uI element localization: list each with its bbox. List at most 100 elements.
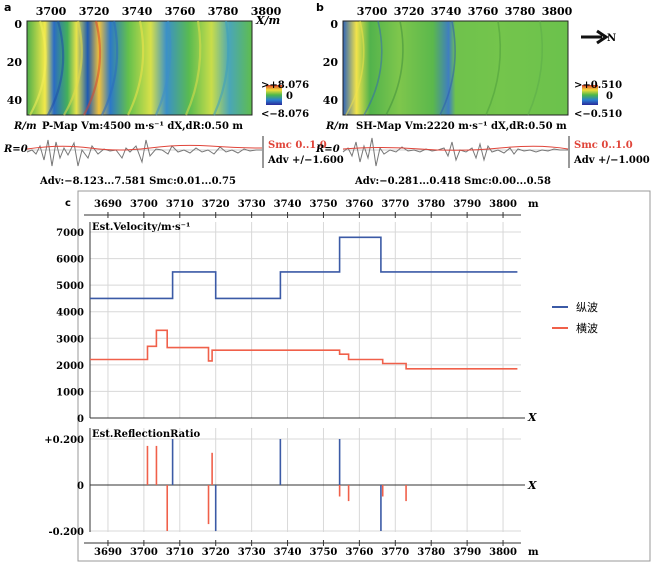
reflection-y-tick-label: -0.200 [49,527,85,538]
sh-smc-trace [342,145,569,151]
x-tick-label: 3700 [130,547,158,558]
x-tick-label: 3730 [238,547,266,558]
chart-legend: 纵波 横波 [552,301,598,335]
velocity-x-unit: m [528,199,539,210]
panel-b-caption: SH-Map Vm:2220 m·s⁻¹ dX,dR:0.50 m [356,121,567,132]
panel-b-stats: Adv:−0.281...0.418 Smc:0.00...0.58 [354,176,551,187]
velocity-y-tick-label: 5000 [56,281,84,292]
reflection-y-tick-label: +0.200 [44,435,84,446]
p-map-stripes [29,20,230,116]
x-tick-label: 3780 [417,199,445,210]
sh-scale-mid: 0 [606,91,613,102]
panel-a-stats: Adv:−8.123...7.581 Smc:0.01...0.75 [39,176,236,187]
panel-b-y-tick: 0 [330,18,338,31]
x-tick-label: 3800 [489,199,517,210]
x-tick-label: 3700 [130,199,158,210]
velocity-grid [90,222,521,419]
north-arrow: N [581,29,616,45]
panel-c-letter: c [65,198,71,209]
x-tick-label: 3710 [166,547,194,558]
velocity-y-tick-label: 1000 [56,387,84,398]
north-label: N [607,33,616,44]
panel-a-r0: R=0 [3,144,28,155]
velocity-y-tick-label: 6000 [56,255,84,266]
sh-map-stripes [345,20,544,116]
p-scale-max: >+8.076 [261,80,309,91]
reflection-bars [146,439,407,531]
panel-a-y-ticks: 0 20 40 [7,18,23,107]
panel-a-x-tick: 3760 [165,5,196,18]
reflection-x-unit: m [528,547,539,558]
north-arrow-icon [596,29,609,45]
panel-a-x-tick: 3780 [208,5,239,18]
velocity-title: Est.Velocity/m·s⁻¹ [92,222,190,233]
x-tick-label: 3720 [202,199,230,210]
x-tick-label: 3750 [310,547,338,558]
reflection-y-tick-label: 0 [77,481,84,492]
s-wave-velocity-line [90,329,518,370]
x-tick-label: 3740 [274,547,302,558]
panel-b-r-label: R/m [325,121,349,132]
velocity-x-axis: 3690 3700 3710 3720 3730 3740 3750 3760 3770 3780… [84,199,521,218]
panel-b-x-tick: 3700 [357,5,388,18]
panel-b-x-tick: 3780 [505,5,536,18]
panel-b-x-tick: 3800 [542,5,573,18]
x-tick-label: 3760 [345,199,373,210]
velocity-y-tick-label: 2000 [56,361,84,372]
x-tick-label: 3800 [489,547,517,558]
p-map-colorbar: >+8.076 0 <−8.076 [261,80,309,120]
panel-a-caption: P-Map Vm:4500 m·s⁻¹ dX,dR:0.50 m [42,121,243,132]
panel-b-x-tick: 3720 [394,5,425,18]
panel-b-r0: R=0 [315,144,340,155]
panel-b-smc: Smc 0..1.0 [574,140,633,151]
reflection-x-axis-letter: X [527,479,537,492]
x-tick-label: 3730 [238,199,266,210]
velocity-y-axis: 0 1000 2000 3000 4000 5000 6000 7000 [56,222,525,425]
x-tick-label: 3770 [381,547,409,558]
reflection-title: Est.ReflectionRatio [92,429,201,440]
panel-a-y-tick: 40 [7,94,23,107]
panel-b-x-tick: 3740 [431,5,462,18]
x-tick-label: 3710 [166,199,194,210]
p-wave-velocity-line [90,236,518,300]
panel-a-smc: Smc 0..1.0 [268,140,327,151]
reflection-x-axis: 3690 3700 3710 3720 3730 3740 3750 3760 3770 3780… [84,540,521,558]
panel-a-adv: Adv +/−1.600 [267,155,344,166]
panel-a-trace [26,136,264,168]
sh-map-colorbar: >+0.510 0 <−0.510 [574,80,622,120]
legend-label-p: 纵波 [576,301,598,314]
panel-a-x-tick: 3720 [79,5,110,18]
velocity-x-axis-letter: X [527,411,537,424]
legend-label-s: 横波 [576,321,598,335]
panel-a-x-tick: 3700 [36,5,67,18]
panel-a-x-tick: 3800 [251,5,282,18]
velocity-y-tick-label: 4000 [56,308,84,319]
panel-b-x-ticks: 3700 3720 3740 3760 3780 3800 [357,5,573,18]
panel-b-y-ticks: 0 20 40 [323,18,339,107]
sh-adv-trace [342,137,568,167]
velocity-series [90,236,518,370]
p-scale-min: <−8.076 [261,109,309,120]
panel-b-y-tick: 40 [323,94,339,107]
panel-a-letter: a [4,1,11,14]
panel-a-r-label: R/m [13,121,37,132]
panel-b-y-tick: 20 [323,56,339,69]
reflection-y-axis: +0.200 0 -0.200 [44,428,525,538]
panel-a-x-ticks: 3700 3720 3740 3760 3780 3800 [36,5,282,18]
sh-scale-min: <−0.510 [574,109,622,120]
x-tick-label: 3750 [310,199,338,210]
x-tick-label: 3740 [274,199,302,210]
sh-scale-max: >+0.510 [574,80,622,91]
velocity-y-tick-label: 0 [77,414,84,425]
panel-a-x-tick: 3740 [122,5,153,18]
x-tick-label: 3760 [345,547,373,558]
x-tick-label: 3780 [417,547,445,558]
panel-c-frame [77,190,651,562]
velocity-y-tick-label: 3000 [56,334,84,345]
p-map-heatmap [26,20,253,116]
p-adv-trace [26,139,262,167]
reflection-grid [90,428,521,532]
x-tick-label: 3770 [381,199,409,210]
x-tick-label: 3720 [202,547,230,558]
